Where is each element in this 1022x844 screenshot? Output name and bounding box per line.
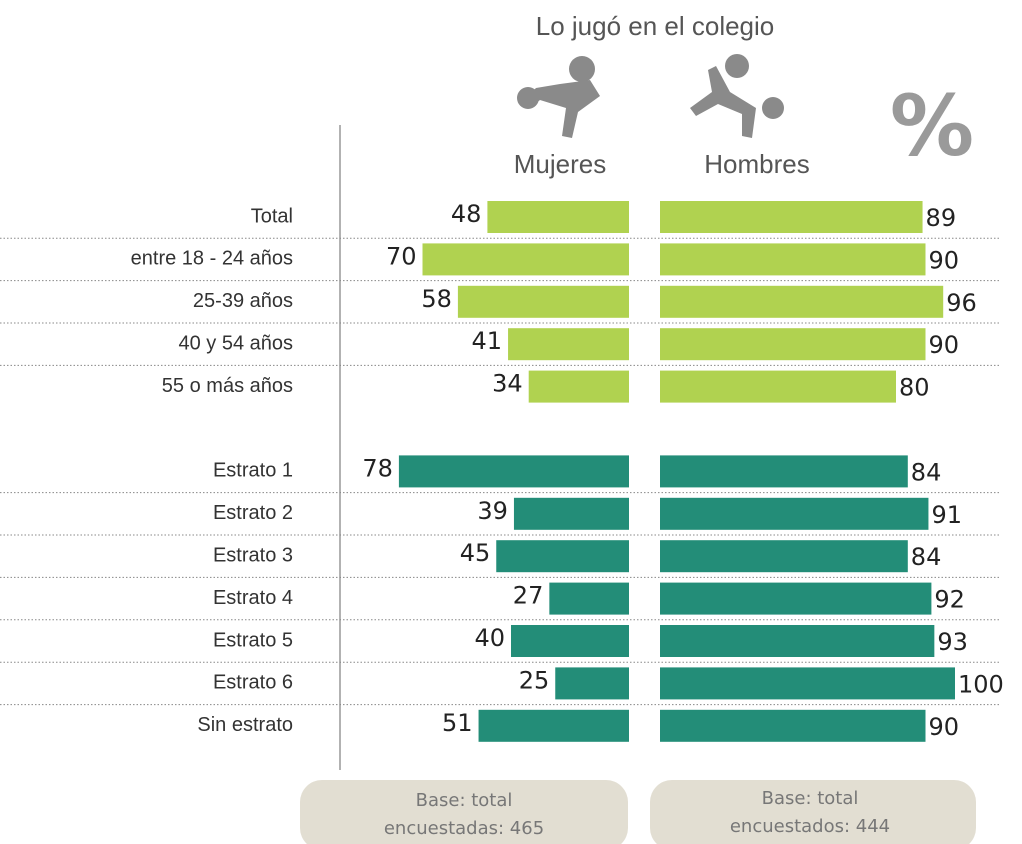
bar <box>660 540 908 573</box>
note: encuestados: 444 <box>730 816 890 837</box>
value-label: 92 <box>934 586 965 614</box>
value-label: 89 <box>926 204 957 232</box>
legend-label: Hombres <box>704 149 809 179</box>
bar <box>660 370 896 403</box>
bar <box>660 455 908 488</box>
value-label: 100 <box>958 670 1004 698</box>
man-icon <box>690 54 784 138</box>
bar <box>422 243 629 276</box>
bar <box>549 582 629 615</box>
category-label: 55 o más años <box>162 375 293 397</box>
category-label: 40 y 54 años <box>178 332 293 354</box>
bar <box>660 625 935 657</box>
bar <box>660 201 923 233</box>
category-label: Estrato 5 <box>213 629 293 651</box>
value-label: 80 <box>899 374 930 402</box>
legend-label: Mujeres <box>514 149 606 179</box>
category-label: Estrato 1 <box>213 460 293 482</box>
value-label: 93 <box>937 628 968 656</box>
bar <box>457 285 629 318</box>
value-label: 91 <box>931 501 962 529</box>
value-label: 58 <box>421 285 452 313</box>
value-label: 70 <box>386 242 417 270</box>
value-label: 96 <box>946 289 977 317</box>
category-label: Estrato 4 <box>213 587 293 609</box>
bar <box>660 285 944 318</box>
value-label: 39 <box>477 497 508 525</box>
bar <box>513 497 629 530</box>
category-label: Sin estrato <box>197 714 293 736</box>
value-label: 84 <box>911 458 942 486</box>
value-label: 51 <box>442 709 473 737</box>
bar <box>511 625 629 657</box>
category-label: Estrato 3 <box>213 544 293 566</box>
note: encuestadas: 465 <box>384 818 544 839</box>
bar <box>660 243 926 276</box>
woman-icon <box>517 56 600 138</box>
value-label: 48 <box>451 200 482 228</box>
note-box <box>300 780 628 844</box>
value-label: 41 <box>472 327 503 355</box>
value-label: 25 <box>519 666 550 694</box>
value-label: 78 <box>362 454 393 482</box>
bar <box>496 540 629 573</box>
bar <box>555 667 629 700</box>
note-box <box>650 780 976 844</box>
note: Base: total <box>416 790 513 811</box>
unit-mark: % <box>890 77 974 175</box>
category-label: Estrato 6 <box>213 672 293 694</box>
value-label: 27 <box>513 582 544 610</box>
chart-title: Lo jugó en el colegio <box>536 11 775 41</box>
value-label: 90 <box>929 713 960 741</box>
value-label: 90 <box>929 331 960 359</box>
bar <box>660 582 932 615</box>
value-label: 90 <box>929 246 960 274</box>
bar <box>508 328 629 361</box>
value-label: 34 <box>492 370 523 398</box>
bar <box>487 201 629 233</box>
category-label: entre 18 - 24 años <box>131 248 293 270</box>
bar <box>528 370 629 403</box>
bar <box>660 667 955 700</box>
category-label: Total <box>251 205 293 227</box>
bar <box>660 497 929 530</box>
bar <box>660 709 926 742</box>
value-label: 45 <box>460 539 491 567</box>
category-label: 25-39 años <box>193 290 293 312</box>
value-label: 40 <box>474 624 505 652</box>
category-label: Estrato 2 <box>213 502 293 524</box>
value-label: 84 <box>911 543 942 571</box>
bar <box>660 328 926 361</box>
bar <box>398 455 629 488</box>
note: Base: total <box>762 788 859 809</box>
bar <box>478 709 629 742</box>
